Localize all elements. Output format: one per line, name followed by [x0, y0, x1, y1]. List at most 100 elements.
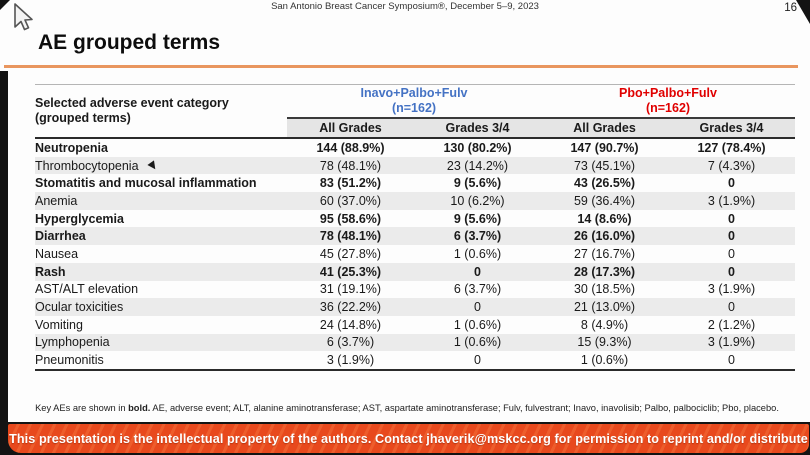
category-header-line2: (grouped terms)	[35, 111, 131, 125]
ae-value-cell: 6 (3.7%)	[326, 335, 375, 350]
table-row: Vomiting 24 (14.8%) 1 (0.6%) 8 (4.9%) 2 (1.2…	[35, 316, 795, 334]
ae-value-cell: 0	[474, 300, 481, 315]
table-row: Rash 41 (25.3%) 0 28 (17.3%) 0	[35, 262, 796, 281]
group-label-inavo: Inavo+Palbo+Fulv	[360, 86, 468, 100]
ae-value-cell: 43 (26.5%)	[573, 176, 636, 191]
ae-value-cell: 0	[474, 353, 481, 368]
ae-value-cell: 3 (1.9%)	[707, 335, 756, 350]
ae-category-cell: Ocular toxicities	[35, 300, 124, 315]
subheader-all-grades-1: All Grades	[287, 118, 414, 139]
footnote-bold: bold.	[128, 403, 151, 413]
ae-value-cell: 45 (27.8%)	[319, 246, 382, 261]
ae-value-cell: 59 (36.4%)	[573, 193, 636, 208]
ae-category-cell: Diarrhea	[35, 229, 86, 244]
ae-value-cell: 9 (5.6%)	[453, 211, 502, 226]
ae-value-cell: 3 (1.9%)	[707, 193, 756, 208]
group-header-inavo: Inavo+Palbo+Fulv (n=162)	[287, 84, 542, 119]
ae-value-cell: 0	[728, 229, 735, 244]
page-number: 16	[784, 2, 797, 14]
ae-value-cell: 9 (5.6%)	[453, 176, 502, 191]
ae-value-cell: 7 (4.3%)	[707, 158, 756, 173]
copyright-banner-text: This presentation is the intellectual pr…	[9, 431, 808, 446]
ae-value-cell: 130 (80.2%)	[443, 140, 512, 155]
ae-value-cell: 6 (3.7%)	[453, 229, 502, 244]
category-column-header: Selected adverse event category (grouped…	[35, 84, 287, 139]
table-row: Nausea 45 (27.8%) 1 (0.6%) 27 (16.7%) 0	[35, 245, 795, 263]
ae-value-cell: 3 (1.9%)	[707, 282, 756, 297]
ae-category-cell: Anemia	[35, 193, 78, 208]
ae-value-cell: 8 (4.9%)	[580, 317, 629, 332]
ae-category-cell: Stomatitis and mucosal inflammation	[35, 176, 257, 191]
ae-value-cell: 127 (78.4%)	[697, 140, 766, 155]
ae-value-cell: 23 (14.2%)	[446, 158, 509, 173]
ae-category-cell: Hyperglycemia	[35, 211, 124, 226]
ae-value-cell: 21 (13.0%)	[573, 300, 636, 315]
ae-value-cell: 0	[474, 264, 481, 279]
ae-value-cell: 36 (22.2%)	[319, 300, 382, 315]
ae-category-cell: Nausea	[35, 246, 79, 261]
table-row: Lymphopenia 6 (3.7%) 1 (0.6%) 15 (9.3%) 3 (1…	[35, 333, 796, 352]
ae-category-cell: Thrombocytopenia	[35, 157, 287, 175]
ae-value-cell: 0	[728, 264, 735, 279]
table-row: Hyperglycemia 95 (58.6%) 9 (5.6%) 14 (8.6%)…	[35, 210, 795, 228]
ae-value-cell: 15 (9.3%)	[577, 335, 632, 350]
ae-value-cell: 1 (0.6%)	[453, 335, 502, 350]
ae-value-cell: 78 (48.1%)	[319, 158, 382, 173]
ae-value-cell: 14 (8.6%)	[577, 211, 632, 226]
ae-value-cell: 83 (51.2%)	[319, 176, 382, 191]
table-row: AST/ALT elevation 31 (19.1%) 6 (3.7%) 30 (1…	[35, 281, 795, 299]
ae-value-cell: 28 (17.3%)	[573, 264, 636, 279]
ae-table-body: Neutropenia 144 (88.9%) 130 (80.2%) 147 (90…	[35, 138, 796, 370]
ae-value-cell: 27 (16.7%)	[573, 246, 636, 261]
symposium-header: San Antonio Breast Cancer Symposium®, De…	[271, 1, 539, 12]
ae-value-cell: 26 (16.0%)	[573, 229, 636, 244]
ae-value-cell: 6 (3.7%)	[453, 282, 502, 297]
ae-category-cell: Rash	[35, 264, 66, 279]
small-pointer-icon	[146, 160, 159, 172]
ae-value-cell: 0	[728, 211, 735, 226]
table-row: Anemia 60 (37.0%) 10 (6.2%) 59 (36.4%) 3 (1.…	[35, 192, 796, 210]
table-row: Stomatitis and mucosal inflammation 83 (5…	[35, 174, 795, 192]
ae-category-cell: Neutropenia	[35, 140, 108, 155]
ae-value-cell: 95 (58.6%)	[319, 211, 382, 226]
group-n-inavo: (n=162)	[391, 101, 437, 115]
ae-value-cell: 144 (88.9%)	[316, 140, 385, 155]
copyright-banner: This presentation is the intellectual pr…	[8, 424, 809, 453]
ae-value-cell: 30 (18.5%)	[573, 282, 636, 297]
ae-value-cell: 78 (48.1%)	[319, 229, 382, 244]
ae-category-cell: Vomiting	[35, 317, 83, 332]
table-row: Pneumonitis 3 (1.9%) 0 1 (0.6%) 0	[35, 351, 795, 370]
ae-value-cell: 0	[728, 176, 735, 191]
ae-value-cell: 31 (19.1%)	[319, 282, 382, 297]
ae-value-cell: 0	[728, 353, 735, 368]
footnote-rest: AE, adverse event; ALT, alanine aminotra…	[150, 403, 779, 413]
ae-value-cell: 0	[728, 300, 735, 315]
table-row: Ocular toxicities 36 (22.2%) 0 21 (13.0%) 0	[35, 298, 796, 316]
ae-value-cell: 41 (25.3%)	[319, 264, 382, 279]
adverse-events-table: Selected adverse event category (grouped…	[35, 84, 796, 371]
subheader-grades34-1: Grades 3/4	[414, 118, 542, 139]
subheader-all-grades-2: All Grades	[541, 118, 669, 139]
title-divider	[4, 65, 798, 68]
ae-value-cell: 1 (0.6%)	[580, 353, 629, 368]
ae-value-cell: 60 (37.0%)	[319, 193, 382, 208]
page-title: AE grouped terms	[38, 31, 221, 54]
ae-value-cell: 10 (6.2%)	[450, 193, 505, 208]
ae-value-cell: 147 (90.7%)	[570, 140, 639, 155]
ae-category-cell: AST/ALT elevation	[35, 282, 139, 297]
group-label-pbo: Pbo+Palbo+Fulv	[619, 86, 717, 100]
ae-value-cell: 3 (1.9%)	[326, 353, 375, 368]
table-row: Thrombocytopenia 78 (48.1%) 23 (14.2%) 73 (…	[35, 156, 796, 175]
ae-value-cell: 1 (0.6%)	[453, 246, 502, 261]
ae-value-cell: 24 (14.8%)	[319, 317, 382, 332]
frame-left-edge	[0, 71, 8, 455]
mouse-cursor-icon	[14, 3, 33, 31]
subheader-grades34-2: Grades 3/4	[668, 118, 796, 139]
group-n-pbo: (n=162)	[645, 101, 691, 115]
ae-category-cell: Pneumonitis	[35, 353, 104, 368]
ae-value-cell: 0	[728, 246, 735, 261]
ae-value-cell: 2 (1.2%)	[707, 317, 756, 332]
frame-corner-top-left	[0, 0, 10, 10]
group-header-row: Selected adverse event category (grouped…	[35, 84, 796, 139]
